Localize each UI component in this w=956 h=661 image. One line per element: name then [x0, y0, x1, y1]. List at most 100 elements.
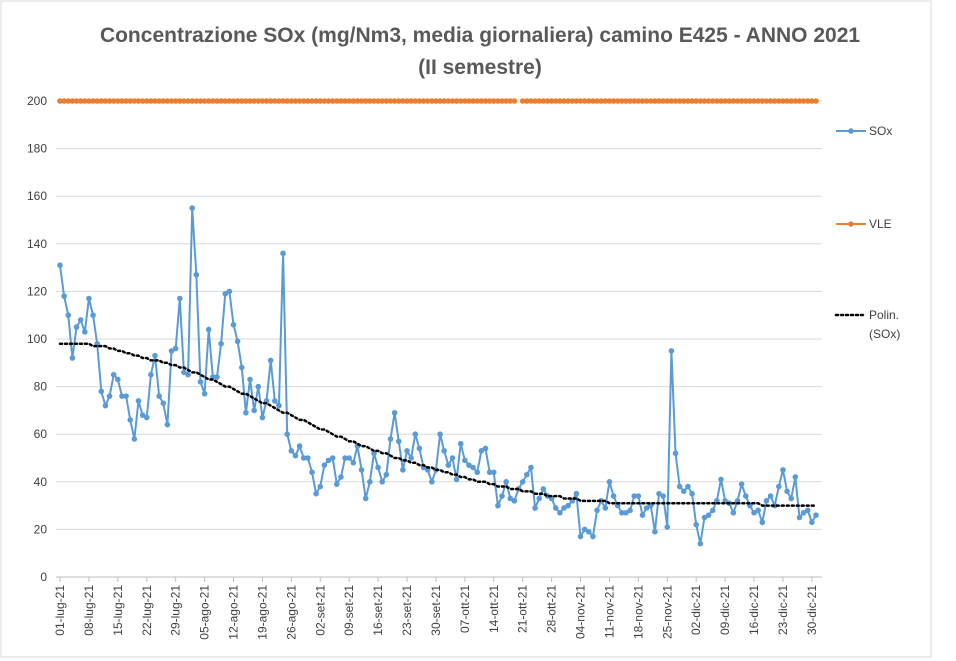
data-point — [524, 98, 530, 104]
data-point — [98, 98, 105, 104]
data-point — [148, 371, 154, 378]
data-point — [495, 502, 501, 509]
data-point — [809, 98, 815, 104]
data-point — [507, 98, 514, 104]
data-point — [300, 98, 307, 104]
x-tick-label: 05-ago-21 — [198, 585, 212, 640]
data-point — [255, 383, 262, 390]
data-point — [313, 98, 319, 104]
data-point — [371, 450, 377, 457]
data-point — [453, 476, 460, 483]
x-tick-label: 07-ott-21 — [458, 585, 472, 633]
data-point — [449, 98, 456, 104]
data-point — [478, 98, 485, 104]
data-point — [441, 98, 447, 104]
data-point — [470, 464, 476, 471]
data-point — [309, 98, 315, 104]
data-point — [585, 98, 592, 104]
data-point — [177, 295, 183, 302]
data-point — [482, 98, 489, 104]
data-point — [738, 98, 745, 104]
legend-marker — [848, 128, 854, 134]
data-point — [548, 98, 555, 104]
data-point — [813, 512, 819, 518]
data-point — [643, 98, 650, 104]
data-point — [300, 455, 307, 461]
data-point — [247, 98, 253, 104]
data-point — [536, 98, 543, 104]
y-tick-label: 120 — [27, 284, 47, 298]
data-point — [689, 98, 695, 104]
data-point — [714, 98, 720, 104]
x-tick-label: 08-lug-21 — [82, 585, 96, 636]
data-point — [486, 469, 493, 476]
data-point — [788, 98, 795, 104]
data-point — [738, 481, 745, 487]
data-point — [813, 98, 819, 104]
data-point — [780, 467, 786, 473]
x-tick-label: 09-dic-21 — [718, 585, 732, 635]
data-point — [329, 455, 336, 461]
data-point — [292, 452, 299, 459]
data-point — [668, 348, 675, 354]
data-point — [532, 98, 538, 104]
data-point — [189, 205, 195, 211]
y-tick-label: 0 — [40, 570, 47, 584]
data-point — [792, 474, 799, 480]
data-point — [705, 512, 712, 518]
data-point — [226, 288, 233, 295]
data-point — [110, 98, 117, 104]
data-point — [404, 448, 410, 454]
data-point — [292, 98, 299, 104]
data-point — [181, 369, 187, 376]
data-point — [788, 495, 795, 502]
data-point — [689, 490, 695, 497]
data-point — [660, 493, 666, 499]
data-point — [408, 98, 414, 104]
data-point — [536, 495, 543, 502]
data-point — [499, 98, 505, 104]
data-point — [631, 493, 638, 499]
data-point — [247, 376, 253, 383]
data-point — [627, 98, 633, 104]
data-point — [726, 98, 733, 104]
data-point — [358, 467, 365, 473]
data-point — [780, 98, 786, 104]
data-point — [796, 514, 803, 521]
data-point — [462, 457, 468, 464]
data-point — [143, 98, 150, 104]
data-point — [119, 98, 125, 104]
data-point — [309, 469, 315, 476]
chart-title: Concentrazione SOx (mg/Nm3, media giorna… — [100, 24, 860, 47]
data-point — [776, 483, 782, 490]
data-point — [685, 483, 691, 490]
data-point — [581, 98, 588, 104]
data-point — [81, 98, 88, 104]
data-point — [177, 98, 183, 104]
y-tick-label: 20 — [34, 522, 48, 536]
data-point — [652, 98, 658, 104]
data-point — [94, 98, 100, 104]
data-point — [168, 98, 175, 104]
data-point — [243, 98, 249, 104]
data-point — [358, 98, 365, 104]
data-point — [474, 469, 481, 476]
data-point — [457, 440, 464, 447]
data-point — [61, 98, 67, 104]
data-point — [156, 98, 162, 104]
data-point — [251, 407, 257, 414]
data-point — [383, 471, 390, 478]
data-point — [296, 443, 303, 449]
data-point — [123, 393, 129, 399]
data-point — [532, 505, 538, 511]
data-point — [610, 98, 617, 104]
data-point — [172, 98, 179, 104]
data-point — [627, 507, 633, 514]
y-tick-label: 100 — [27, 332, 47, 346]
data-point — [412, 98, 419, 104]
data-point — [201, 98, 208, 104]
data-point — [288, 98, 295, 104]
data-point — [730, 98, 737, 104]
data-point — [552, 98, 559, 104]
data-point — [619, 98, 625, 104]
